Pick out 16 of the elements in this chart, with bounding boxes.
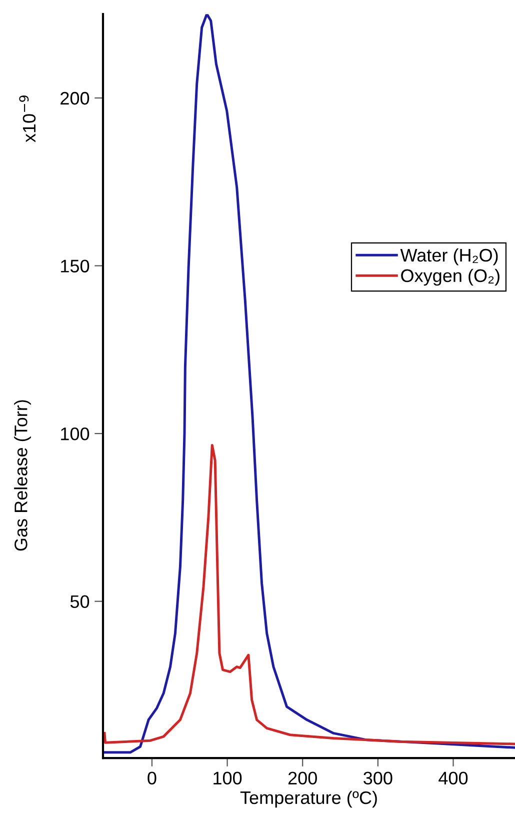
x-tick-label: 400 [438,772,468,784]
y-axis-title: Gas Release (Torr) [14,400,31,551]
x-tick-label: 300 [364,772,392,784]
line-series [103,14,515,754]
legend-label: Oxygen (O₂) [401,268,500,286]
x-tick-label: 200 [288,772,317,784]
legend-label: Water (H₂O) [400,248,498,266]
y-tick-label: 200 [60,92,90,105]
y-tick-label: 50 [70,595,90,608]
x-axis-title: Temperature (ºC) [240,790,377,808]
y-tick-label: 100 [61,427,90,440]
text: x10$^{−9}$ [19,95,36,142]
y-tick-label: 150 [61,260,90,272]
x-tick-label: 100 [214,772,242,784]
x-tick-label: 0 [148,772,156,784]
line-series [103,444,515,746]
